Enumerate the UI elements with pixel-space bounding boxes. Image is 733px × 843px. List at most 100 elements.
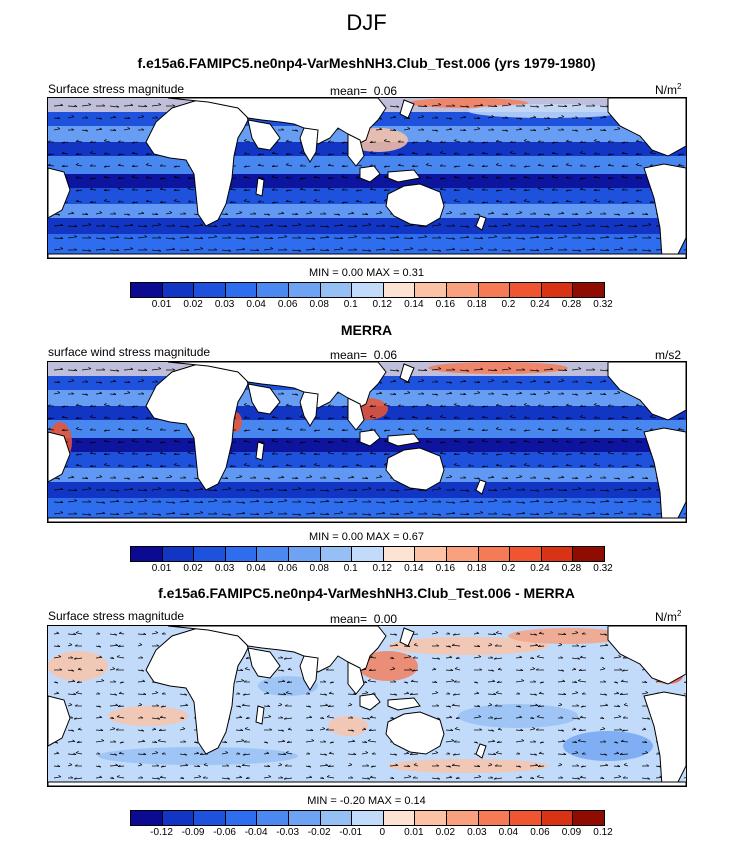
panel-1-units-text: N/m	[655, 83, 677, 97]
colorbar-box	[478, 283, 511, 297]
colorbar-tick-label: 0.12	[372, 563, 392, 574]
colorbar-tick-label: 0.08	[309, 563, 329, 574]
colorbar-box	[510, 283, 542, 297]
colorbar-box	[383, 811, 416, 825]
colorbar-tick-label: -0.02	[307, 827, 331, 838]
colorbar-box	[383, 283, 416, 297]
colorbar-box	[541, 283, 574, 297]
colorbar-tick-label: 0.06	[277, 299, 298, 310]
colorbar-tick-label: -0.04	[244, 827, 268, 838]
colorbar-box	[194, 811, 226, 825]
colorbar-box	[383, 547, 416, 561]
colorbar-tick-label: 0.04	[498, 827, 519, 838]
colorbar-box	[478, 547, 511, 561]
colorbar-tick-label: -0.09	[181, 827, 205, 838]
colorbar-tick-label: 0.02	[435, 827, 456, 838]
colorbar-tick-label: 0.14	[404, 299, 424, 310]
colorbar-tick-label: 0.24	[530, 563, 550, 574]
panel-1-mean-value: 0.06	[373, 84, 398, 98]
panel-1-minmax: MIN = 0.00 MAX = 0.31	[309, 267, 424, 279]
panel-3-map	[47, 625, 687, 787]
colorbar-tick-label: 0.1	[343, 563, 358, 574]
colorbar-box	[131, 811, 163, 825]
colorbar-tick-label: 0.12	[593, 827, 613, 838]
continents	[48, 98, 686, 258]
colorbar-tick-label: -0.03	[276, 827, 300, 838]
panel-1-colorbar-ticks: 0.01 0.02 0.03 0.04 0.06 0.08 0.1 0.12 0.14 0.16 0…	[130, 299, 613, 313]
colorbar-tick-label: 0.16	[435, 563, 456, 574]
colorbar-box	[510, 811, 542, 825]
colorbar-tick-label: 0.18	[467, 299, 487, 310]
colorbar-tick-label: 0.14	[404, 563, 424, 574]
colorbar-box	[541, 547, 574, 561]
panel-3-units: N/m2	[655, 609, 681, 624]
colorbar-box	[288, 811, 321, 825]
colorbar-tick-label: 0.16	[435, 299, 456, 310]
panel-2-minmax: MIN = 0.00 MAX = 0.67	[309, 531, 424, 543]
colorbar-tick-label: 0.03	[214, 563, 235, 574]
colorbar-box	[478, 811, 511, 825]
panel-1-mean-label: mean=	[330, 84, 368, 98]
colorbar-tick-label: 0.1	[343, 299, 358, 310]
colorbar-tick-label: 0.04	[246, 299, 266, 310]
colorbar-tick-label: 0.2	[501, 563, 516, 574]
colorbar-box	[288, 283, 321, 297]
panel-2-map	[47, 361, 687, 523]
continents	[48, 362, 686, 522]
colorbar-box	[446, 811, 479, 825]
panel-2-colorbar-ticks: 0.01 0.02 0.03 0.04 0.06 0.08 0.1 0.12 0.14 0.16 0…	[130, 563, 613, 577]
panel-2-mean: mean= 0.06	[330, 348, 397, 362]
colorbar-tick-label: 0.09	[561, 827, 582, 838]
colorbar-box	[320, 283, 353, 297]
panel-3-variable-label: Surface stress magnitude	[48, 609, 185, 623]
panel-3-colorbar-ticks: -0.12 -0.09 -0.06 -0.04 -0.03 -0.02 -0.01 0 0.01…	[130, 827, 613, 841]
colorbar-tick-label: 0.08	[309, 299, 329, 310]
colorbar-box	[257, 283, 289, 297]
colorbar-box	[257, 547, 289, 561]
panel-3-mean: mean= 0.00	[330, 612, 397, 626]
colorbar-tick-label: 0.03	[467, 827, 487, 838]
colorbar-tick-label: 0.32	[593, 299, 613, 310]
colorbar-tick-label: 0.06	[277, 563, 298, 574]
colorbar-box	[320, 547, 353, 561]
colorbar-tick-label: 0.03	[214, 299, 235, 310]
panel-3-colorbar	[130, 810, 605, 826]
panel-1-units: N/m2	[655, 82, 681, 97]
panel-3-mean-label: mean=	[330, 612, 368, 626]
panel-3-units-sup: 2	[677, 609, 682, 618]
colorbar-box	[131, 547, 163, 561]
colorbar-tick-label: 0.04	[246, 563, 266, 574]
colorbar-box	[415, 811, 447, 825]
colorbar-box	[162, 283, 195, 297]
colorbar-box	[162, 811, 195, 825]
panel-1-variable-label: Surface stress magnitude	[48, 82, 185, 96]
colorbar-box	[257, 811, 289, 825]
colorbar-tick-label: 0.01	[404, 827, 424, 838]
colorbar-box	[320, 811, 353, 825]
panel-1-units-sup: 2	[677, 82, 682, 91]
colorbar-tick-label: -0.06	[213, 827, 236, 838]
colorbar-box	[225, 283, 258, 297]
panel-1-map	[47, 97, 687, 259]
colorbar-tick-label: -0.12	[150, 827, 173, 838]
map-field	[48, 626, 686, 786]
colorbar-box	[415, 283, 447, 297]
panel-1-title: f.e15a6.FAMIPC5.ne0np4-VarMeshNH3.Club_T…	[137, 55, 596, 71]
panel-2-mean-value: 0.06	[373, 348, 398, 362]
panel-2-variable-label: surface wind stress magnitude	[48, 345, 211, 359]
colorbar-tick-label: 0.02	[183, 563, 203, 574]
map-field	[48, 362, 686, 522]
colorbar-tick-label: 0.18	[467, 563, 487, 574]
colorbar-box	[573, 547, 604, 561]
colorbar-tick-label: 0.02	[183, 299, 203, 310]
colorbar-tick-label: 0.12	[372, 299, 392, 310]
colorbar-box	[352, 283, 384, 297]
colorbar-box	[415, 547, 447, 561]
colorbar-box	[131, 283, 163, 297]
panel-2-colorbar	[130, 546, 605, 562]
season-title: DJF	[346, 10, 387, 35]
colorbar-box	[162, 547, 195, 561]
colorbar-tick-label: 0.28	[561, 563, 582, 574]
colorbar-tick-label: -0.01	[339, 827, 363, 838]
colorbar-tick-label: 0.01	[151, 299, 172, 310]
